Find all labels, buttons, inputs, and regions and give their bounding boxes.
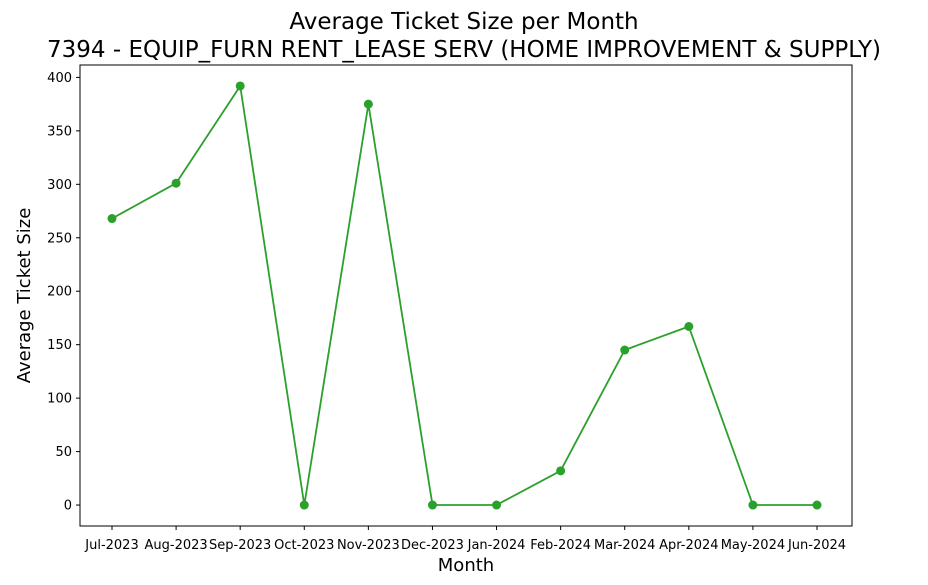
x-tick-label: Apr-2024 [659,538,718,553]
y-tick-label: 150 [47,338,72,353]
x-tick-label: Jul-2023 [84,538,138,553]
y-tick-label: 100 [47,392,72,407]
x-tick-label: Nov-2023 [337,538,400,553]
series-line [111,85,817,506]
data-point [427,500,437,510]
data-point [684,322,694,332]
y-tick-label: 200 [47,285,72,300]
x-tick-label: Oct-2023 [274,538,334,553]
data-point [812,500,822,510]
data-point [620,345,630,355]
y-axis-label: Average Ticket Size [14,208,35,384]
y-tick-label: 400 [47,71,72,86]
y-tick-label: 300 [47,178,72,193]
data-point [299,500,309,510]
x-tick-label: Mar-2024 [594,538,655,553]
x-tick-label: May-2024 [721,538,785,553]
x-tick-label: Jan-2024 [467,538,526,553]
y-axis-ticks: 0 50 100 150 200 250 300 350 400 [47,71,80,514]
x-tick-label: Dec-2023 [401,538,464,553]
y-tick-label: 0 [64,499,72,514]
data-point [107,214,117,224]
chart-title: Average Ticket Size per Month [289,9,638,35]
data-point [556,466,566,476]
data-point [748,500,758,510]
x-axis-label: Month [438,555,494,576]
plot-area-frame [79,64,853,527]
x-tick-label: Aug-2023 [145,538,208,553]
x-axis-ticks: Jul-2023 Aug-2023 Sep-2023 Oct-2023 Nov-2023… [84,526,846,553]
x-tick-label: Feb-2024 [530,538,591,553]
y-tick-label: 50 [55,445,72,460]
data-point [235,81,245,91]
series-layer [107,81,822,510]
data-point [492,500,502,510]
chart-subtitle: 7394 - EQUIP_FURN RENT_LEASE SERV (HOME … [47,37,881,63]
data-point [171,178,181,188]
y-tick-label: 350 [47,124,72,139]
y-tick-label: 250 [47,231,72,246]
x-tick-label: Sep-2023 [209,538,271,553]
data-point [363,99,373,109]
x-tick-label: Jun-2024 [787,538,846,553]
